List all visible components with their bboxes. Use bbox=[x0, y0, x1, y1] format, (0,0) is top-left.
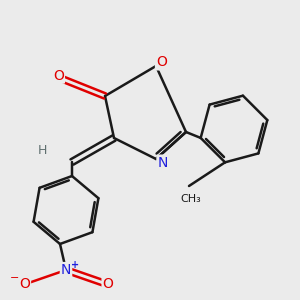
Text: H: H bbox=[37, 143, 47, 157]
Text: O: O bbox=[156, 56, 167, 69]
Text: N: N bbox=[61, 263, 71, 277]
Text: CH₃: CH₃ bbox=[180, 194, 201, 203]
Text: +: + bbox=[71, 260, 79, 270]
Text: N: N bbox=[158, 156, 168, 170]
Text: O: O bbox=[53, 69, 64, 82]
Text: O: O bbox=[19, 277, 30, 290]
Text: O: O bbox=[103, 277, 113, 290]
Text: −: − bbox=[10, 272, 19, 283]
